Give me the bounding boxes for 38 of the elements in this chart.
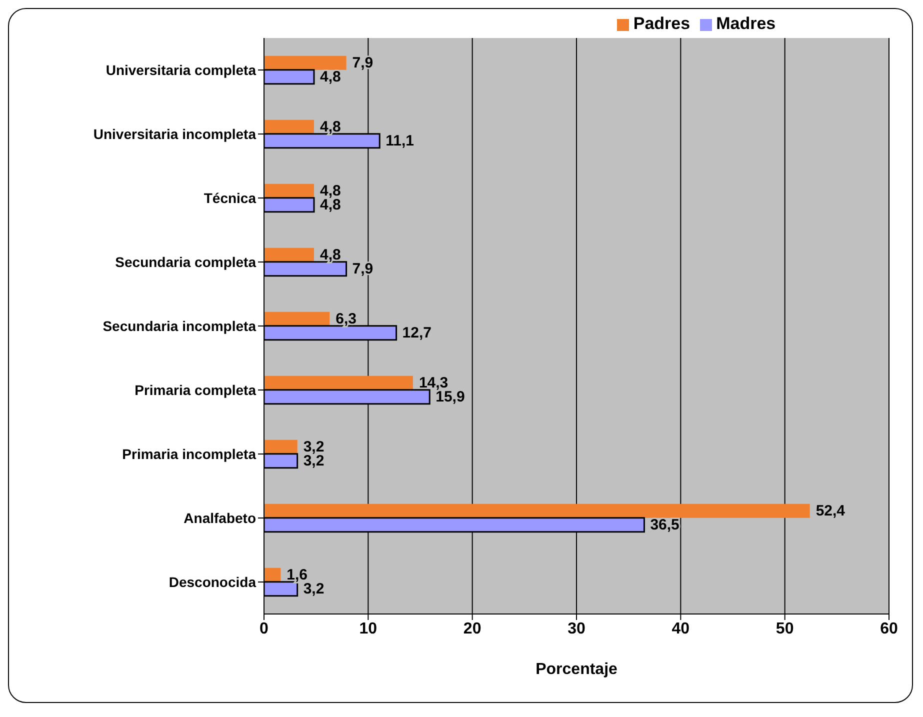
x-tick-label: 60 <box>880 620 898 638</box>
data-label: 14,3 <box>418 374 448 392</box>
y-tick-label: Desconocida <box>168 574 256 590</box>
x-tick-label: 50 <box>776 620 794 638</box>
bar <box>264 504 810 518</box>
x-tick-label: 20 <box>463 620 482 638</box>
bar <box>264 312 330 326</box>
y-tick-label: Técnica <box>204 190 256 206</box>
data-label: 4,8 <box>320 246 341 264</box>
bar <box>264 56 346 70</box>
bar <box>264 440 298 454</box>
y-tick-label: Secundaria completa <box>115 254 256 270</box>
bar <box>264 184 314 198</box>
x-tick-label: 30 <box>568 620 586 638</box>
bar <box>264 120 314 134</box>
data-label: 4,8 <box>320 182 341 200</box>
data-label: 3,2 <box>303 438 324 456</box>
data-label: 52,4 <box>816 502 846 520</box>
bar <box>264 248 314 262</box>
data-label: 4,8 <box>320 118 341 136</box>
y-tick-label: Primaria completa <box>134 382 256 398</box>
x-axis-title: Porcentaje <box>536 661 618 678</box>
x-tick-label: 0 <box>260 620 269 638</box>
x-tick-label: 40 <box>672 620 690 638</box>
y-tick-label: Analfabeto <box>184 510 256 526</box>
y-tick-label: Secundaria incompleta <box>102 318 256 334</box>
y-tick-label: Universitaria completa <box>106 62 256 78</box>
data-label: 4,8 <box>320 68 341 86</box>
data-label: 11,1 <box>386 132 414 150</box>
data-label: 36,5 <box>650 516 680 534</box>
y-tick-label: Universitaria incompleta <box>93 126 256 142</box>
x-tick-label: 10 <box>359 620 378 638</box>
legend-label: Padres <box>633 14 690 33</box>
data-label: 6,3 <box>336 310 356 328</box>
y-tick-label: Primaria incompleta <box>122 446 256 462</box>
bar <box>264 376 413 390</box>
data-label: 12,7 <box>402 324 432 342</box>
legend-label: Madres <box>716 14 776 33</box>
